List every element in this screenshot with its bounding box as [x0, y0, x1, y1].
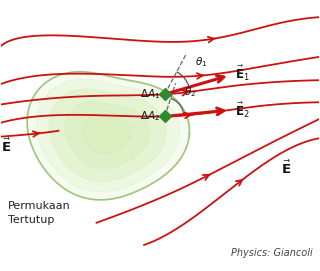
Text: $\Delta A_2$: $\Delta A_2$ — [140, 109, 160, 123]
Polygon shape — [36, 79, 180, 192]
Polygon shape — [82, 115, 131, 154]
Text: $\Delta A_1$: $\Delta A_1$ — [140, 87, 160, 101]
Text: $\vec{\mathbf{E}}$: $\vec{\mathbf{E}}$ — [281, 160, 291, 178]
Text: $\vec{\mathbf{E}}$: $\vec{\mathbf{E}}$ — [1, 138, 12, 155]
Text: $\theta_2$: $\theta_2$ — [184, 85, 196, 99]
Polygon shape — [65, 102, 149, 168]
Text: Permukaan
Tertutup: Permukaan Tertutup — [8, 201, 70, 225]
Text: $\vec{\mathbf{E}}_1$: $\vec{\mathbf{E}}_1$ — [235, 64, 249, 83]
Text: $\theta_1$: $\theta_1$ — [195, 56, 207, 69]
Polygon shape — [49, 89, 166, 181]
Text: Physics: Giancoli: Physics: Giancoli — [230, 248, 312, 258]
Text: $\vec{\mathbf{E}}_2$: $\vec{\mathbf{E}}_2$ — [235, 101, 249, 120]
Polygon shape — [27, 72, 189, 200]
